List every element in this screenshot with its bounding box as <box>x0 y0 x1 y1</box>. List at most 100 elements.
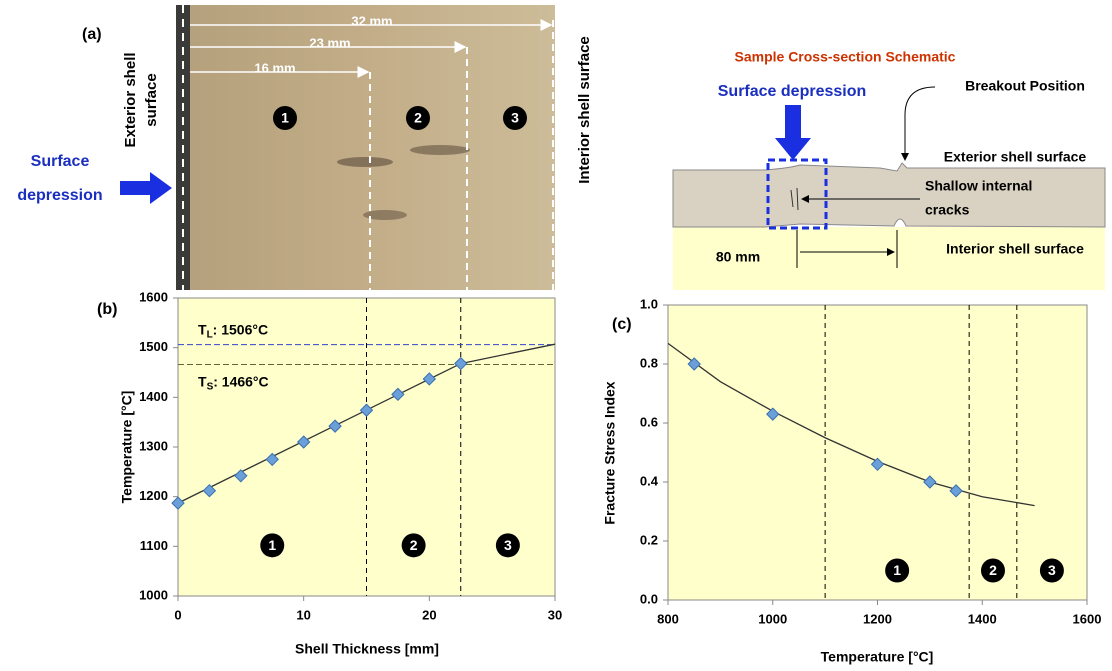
data-point <box>766 407 780 421</box>
x-tick-label: 10 <box>296 607 310 622</box>
x-axis-title: Shell Thickness [mm] <box>295 641 439 657</box>
exterior-label: Exterior shell surface <box>944 149 1087 165</box>
data-point <box>234 469 248 483</box>
cracks-label: Shallow internal <box>925 178 1032 194</box>
crack <box>337 157 393 167</box>
y-tick-label: 1200 <box>139 488 168 503</box>
data-point <box>171 496 185 510</box>
region-label: 3 <box>504 537 512 553</box>
data-point <box>359 403 374 417</box>
x-tick-label: 1200 <box>863 611 892 626</box>
region-label: 1 <box>893 562 901 578</box>
panel-label: (c) <box>612 316 632 333</box>
x-tick-label: 20 <box>422 607 436 622</box>
region-label: 2 <box>989 562 997 578</box>
plot-area <box>667 304 1088 601</box>
region-label: 1 <box>281 110 289 126</box>
charts: (b) 0 10 20 30 1000 1100 1200 1300 1400 1500 1600 Sh… <box>97 289 1101 664</box>
reference-label: TL: 1506°C <box>198 321 268 340</box>
schematic-background <box>673 227 1105 290</box>
depression-arrow <box>120 172 172 204</box>
y-axis-title: Fracture Stress Index <box>602 381 618 524</box>
x-tick-label: 0 <box>174 607 181 622</box>
region-label: 3 <box>1048 562 1056 578</box>
breakout-label: Breakout Position <box>965 78 1085 94</box>
y-tick-label: 0.2 <box>640 532 658 547</box>
reference-label-part: S <box>207 381 214 392</box>
data-point <box>454 356 468 371</box>
y-tick-label: 1000 <box>139 587 168 602</box>
data-point <box>949 484 963 498</box>
region-marker <box>495 533 520 558</box>
y-tick-label: 1500 <box>139 339 168 354</box>
region-marker <box>273 106 297 130</box>
data-point <box>265 452 279 467</box>
data-point <box>687 357 701 371</box>
data-point <box>296 435 311 449</box>
photo-panel: (a) 32 mm 23 mm 16 mm 1 2 3 Exterior she… <box>17 5 593 290</box>
schematic: Sample Cross-section Schematic Surface d… <box>672 49 1106 290</box>
reference-label-part: T <box>198 373 207 389</box>
data-point <box>923 475 937 489</box>
reference-label: TS: 1466°C <box>198 373 269 392</box>
dimension-label: 16 mm <box>254 60 295 75</box>
x-tick-label: 800 <box>657 611 679 626</box>
crack <box>363 210 407 220</box>
highlight-box <box>766 158 828 230</box>
reference-label-part: L <box>207 329 213 340</box>
cracks <box>790 187 799 211</box>
dimension-label: 23 mm <box>309 35 350 50</box>
shell-section <box>672 162 1106 228</box>
data-point <box>391 387 405 402</box>
region-marker <box>406 106 430 130</box>
data-point <box>328 419 342 433</box>
breakout-arrow <box>901 86 936 161</box>
x-axis-title: Temperature [°C] <box>821 649 934 665</box>
width-label: 80 mm <box>716 249 760 265</box>
reference-label-part: : 1506°C <box>213 321 268 337</box>
region-label: 1 <box>268 537 276 553</box>
y-tick-label: 1100 <box>140 538 168 553</box>
exterior-label: Exterior shell <box>122 52 139 147</box>
region-marker <box>980 558 1005 583</box>
panel-label: (b) <box>97 301 117 318</box>
data-point <box>870 457 885 472</box>
reference-label-part: T <box>198 321 207 337</box>
depression-label: Surface <box>31 153 90 170</box>
x-tick-label: 1600 <box>1073 611 1102 626</box>
region-marker <box>260 533 285 558</box>
region-label: 2 <box>410 537 418 553</box>
depression-label: Surface depression <box>718 83 867 100</box>
depression-label: depression <box>17 187 102 204</box>
exterior-label: surface <box>143 73 160 126</box>
region-label: 3 <box>511 110 519 126</box>
y-tick-label: 1300 <box>139 438 168 453</box>
region-marker <box>885 558 910 583</box>
region-marker <box>1039 558 1064 583</box>
y-tick-label: 1400 <box>139 389 168 404</box>
trend-line <box>667 342 1035 507</box>
y-tick-label: 1600 <box>139 289 168 304</box>
interior-label: Interior shell surface <box>576 36 593 184</box>
y-axis-title: Temperature [°C] <box>119 391 135 504</box>
y-tick-label: 0.0 <box>640 591 658 606</box>
interior-label: Interior shell surface <box>946 241 1084 257</box>
dimension-label: 32 mm <box>351 13 392 28</box>
crack <box>410 145 470 155</box>
region-marker <box>503 106 527 130</box>
region-label: 2 <box>414 110 422 126</box>
photo <box>180 5 555 290</box>
x-tick-label: 30 <box>548 607 562 622</box>
depression-arrow <box>775 105 811 160</box>
y-tick-label: 0.8 <box>640 355 658 370</box>
data-point <box>422 372 437 386</box>
y-tick-label: 1.0 <box>640 296 658 311</box>
panel-label: (a) <box>82 26 102 43</box>
data-point <box>202 483 217 498</box>
x-tick-label: 1400 <box>968 611 997 626</box>
region-marker <box>401 533 426 558</box>
cracks-label: cracks <box>925 202 970 218</box>
reference-label-part: : 1466°C <box>213 373 268 389</box>
